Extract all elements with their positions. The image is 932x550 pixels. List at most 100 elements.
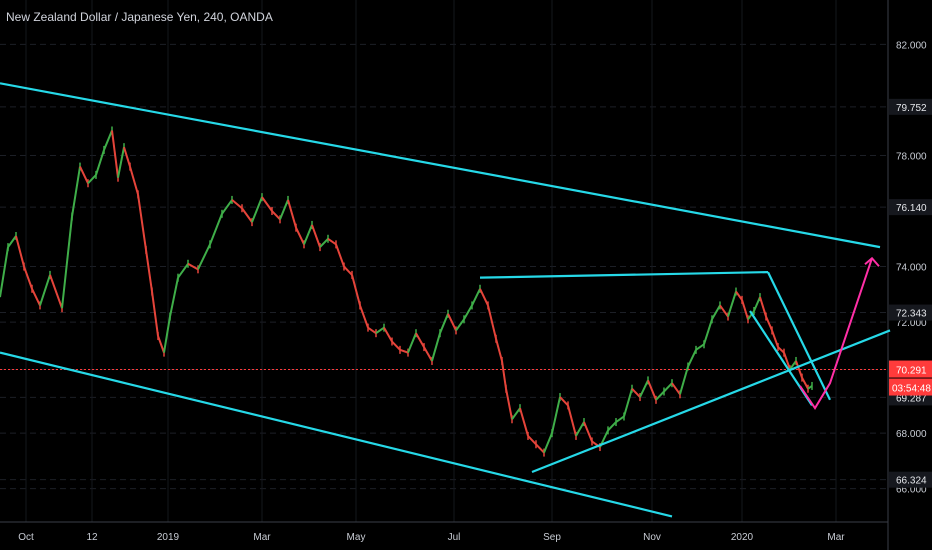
- price-segment: [543, 432, 553, 453]
- price-label: 79.752: [896, 103, 927, 114]
- trendline: [0, 82, 881, 249]
- price-label-box: [889, 199, 932, 216]
- price-segment: [439, 313, 449, 334]
- price-segment: [679, 366, 689, 395]
- price-segment: [209, 213, 223, 245]
- current-price-box: [889, 360, 932, 378]
- price-segment: [303, 224, 313, 245]
- price-segment: [663, 382, 673, 393]
- x-tick-label: Sep: [543, 532, 561, 543]
- x-tick-label: Mar: [827, 532, 845, 543]
- price-segment: [279, 199, 289, 220]
- price-segment: [23, 266, 33, 290]
- price-segment: [151, 291, 159, 337]
- price-label: 76.140: [896, 203, 927, 214]
- price-segment: [137, 194, 147, 251]
- trendline: [479, 271, 769, 279]
- price-segment: [351, 274, 361, 306]
- price-segment: [735, 290, 743, 301]
- price-segment: [343, 265, 353, 276]
- price-segment: [123, 146, 131, 167]
- chart-title: New Zealand Dollar / Japanese Yen, 240, …: [6, 10, 273, 24]
- price-segment: [623, 388, 633, 417]
- price-label: 66.324: [896, 476, 927, 487]
- price-segment: [789, 360, 797, 370]
- projection-path: [799, 257, 873, 411]
- price-segment: [671, 382, 681, 395]
- price-segment: [719, 304, 729, 318]
- price-segment: [765, 316, 773, 331]
- x-tick-label: Jul: [448, 532, 461, 543]
- price-segment: [391, 340, 401, 351]
- price-segment: [795, 360, 803, 378]
- price-segment: [261, 196, 273, 212]
- price-segment: [145, 249, 153, 292]
- price-segment: [607, 421, 617, 432]
- price-segment: [551, 396, 561, 434]
- price-segment: [169, 277, 179, 317]
- price-segment: [771, 330, 779, 348]
- price-segment: [0, 246, 9, 298]
- price-segment: [575, 421, 585, 437]
- price-segment: [383, 327, 393, 343]
- price-segment: [375, 326, 385, 335]
- price-segment: [7, 235, 17, 248]
- price-segment: [687, 349, 697, 367]
- price-segment: [251, 196, 263, 223]
- price-segment: [79, 166, 89, 184]
- price-segment: [423, 346, 433, 362]
- y-tick-label: 78.000: [896, 151, 927, 162]
- price-label: 69.287: [896, 393, 927, 404]
- y-tick-label: 66.000: [896, 485, 927, 496]
- price-segment: [505, 388, 513, 420]
- price-segment: [471, 288, 481, 306]
- price-segment: [335, 244, 345, 267]
- price-segment: [559, 396, 569, 407]
- price-segment: [615, 415, 625, 423]
- x-tick-label: 2020: [731, 532, 754, 543]
- price-segment: [647, 380, 657, 401]
- price-segment: [567, 405, 577, 437]
- price-segment: [583, 421, 593, 442]
- price-segment: [703, 319, 713, 345]
- price-segment: [319, 238, 329, 248]
- price-segment: [711, 304, 721, 320]
- price-segment: [655, 390, 665, 401]
- x-tick-label: Nov: [643, 532, 661, 543]
- trendline: [0, 351, 673, 518]
- y-tick-label: 82.000: [896, 40, 927, 51]
- price-segment: [287, 199, 297, 228]
- price-segment: [695, 343, 705, 351]
- price-label: 72.343: [896, 309, 927, 320]
- price-segment: [783, 352, 791, 370]
- price-segment: [415, 332, 425, 348]
- countdown-label: 03:54:48: [892, 384, 931, 395]
- price-segment: [327, 237, 337, 246]
- price-segment: [157, 335, 165, 353]
- price-segment: [535, 443, 545, 454]
- price-segment: [359, 305, 369, 328]
- price-label-box: [889, 98, 932, 115]
- price-segment: [129, 166, 139, 195]
- price-segment: [727, 291, 737, 317]
- price-segment: [295, 227, 305, 245]
- price-segment: [163, 316, 171, 353]
- price-segment: [519, 407, 529, 437]
- price-segment: [455, 318, 465, 331]
- trendline: [767, 271, 831, 401]
- y-tick-label: 68.000: [896, 429, 927, 440]
- price-segment: [187, 262, 199, 271]
- projection-arrowhead: [864, 256, 880, 267]
- current-price-label: 70.291: [896, 366, 927, 377]
- price-segment: [487, 305, 497, 339]
- y-tick-label: 72.000: [896, 318, 927, 329]
- price-segment: [221, 199, 233, 215]
- countdown-box: [889, 378, 932, 396]
- x-tick-label: 12: [86, 532, 98, 543]
- price-segment: [399, 348, 409, 354]
- price-segment: [49, 274, 63, 309]
- price-segment: [639, 379, 649, 398]
- price-segment: [431, 332, 441, 362]
